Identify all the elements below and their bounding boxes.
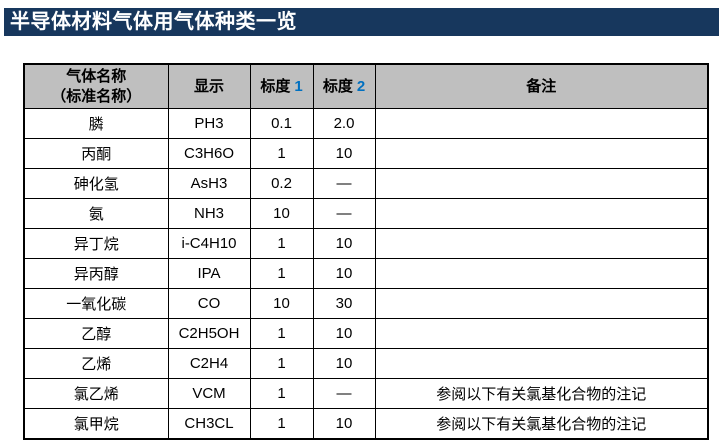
remark-cell — [374, 168, 709, 199]
title-bar: 半导体材料气体用气体种类一览 — [4, 8, 719, 36]
display-cell: C3H6O — [167, 138, 251, 169]
col-header-gas-name: 气体名称 （标准名称） — [23, 63, 169, 109]
display-cell: VCM — [167, 378, 251, 409]
table-row: 氯乙烯 VCM 1 — 参阅以下有关氯基化合物的注记 — [23, 378, 709, 409]
remark-cell — [374, 348, 709, 379]
display-cell: i-C4H10 — [167, 228, 251, 259]
display-cell: CO — [167, 288, 251, 319]
gas-name-cell: 膦 — [23, 108, 169, 139]
scale2-label: 标度 — [322, 77, 353, 95]
remark-cell — [374, 138, 709, 169]
display-cell: NH3 — [167, 198, 251, 229]
table-row: 氨 NH3 10 — — [23, 198, 709, 229]
col-header-scale1: 标度 1 — [249, 63, 314, 109]
remark-cell — [374, 258, 709, 289]
gas-name-cell: 乙醇 — [23, 318, 169, 349]
remark-cell — [374, 228, 709, 259]
scale1-label: 标度 — [260, 77, 291, 95]
gas-name-cell: 乙烯 — [23, 348, 169, 379]
scale2-cell: 10 — [312, 258, 376, 289]
scale2-number: 2 — [356, 77, 366, 95]
gas-name-cell: 氯乙烯 — [23, 378, 169, 409]
display-cell: C2H5OH — [167, 318, 251, 349]
gas-name-cell: 氨 — [23, 198, 169, 229]
remark-cell: 参阅以下有关氯基化合物的注记 — [374, 408, 709, 440]
header-row: 气体名称 （标准名称） 显示 标度 1 标度 2 备注 — [23, 63, 709, 109]
scale1-cell: 0.2 — [249, 168, 314, 199]
scale2-cell: 10 — [312, 228, 376, 259]
remark-cell — [374, 198, 709, 229]
gas-name-cell: 一氧化碳 — [23, 288, 169, 319]
col-header-scale2: 标度 2 — [312, 63, 376, 109]
table-row: 乙烯 C2H4 1 10 — [23, 348, 709, 379]
table-row: 异丁烷 i-C4H10 1 10 — [23, 228, 709, 259]
display-cell: AsH3 — [167, 168, 251, 199]
gas-name-cell: 砷化氢 — [23, 168, 169, 199]
scale1-cell: 1 — [249, 258, 314, 289]
scale1-number: 1 — [294, 77, 303, 95]
display-cell: C2H4 — [167, 348, 251, 379]
scale2-cell: 10 — [312, 408, 376, 440]
scale2-cell: 10 — [312, 318, 376, 349]
table-row: 砷化氢 AsH3 0.2 — — [23, 168, 709, 199]
scale1-cell: 1 — [249, 228, 314, 259]
table-row: 氯甲烷 CH3CL 1 10 参阅以下有关氯基化合物的注记 — [23, 408, 709, 440]
scale2-cell: 2.0 — [312, 108, 376, 139]
gas-name-cell: 丙酮 — [23, 138, 169, 169]
scale1-cell: 0.1 — [249, 108, 314, 139]
table-row: 乙醇 C2H5OH 1 10 — [23, 318, 709, 349]
scale2-cell: 10 — [312, 348, 376, 379]
col-header-display: 显示 — [167, 63, 251, 109]
scale1-cell: 1 — [249, 138, 314, 169]
scale1-cell: 1 — [249, 348, 314, 379]
gas-name-cell: 氯甲烷 — [23, 408, 169, 440]
scale2-cell: — — [312, 198, 376, 229]
gas-name-cell: 异丙醇 — [23, 258, 169, 289]
table-row: 丙酮 C3H6O 1 10 — [23, 138, 709, 169]
scale1-cell: 1 — [249, 318, 314, 349]
scale2-cell: — — [312, 168, 376, 199]
scale1-cell: 10 — [249, 288, 314, 319]
gas-name-header-line2: （标准名称） — [51, 87, 142, 105]
remark-cell — [374, 288, 709, 319]
display-cell: CH3CL — [167, 408, 251, 440]
scale1-cell: 10 — [249, 198, 314, 229]
scale2-cell: 10 — [312, 138, 376, 169]
gas-name-header-line1: 气体名称 — [66, 68, 127, 85]
page-title: 半导体材料气体用气体种类一览 — [10, 11, 297, 33]
table-row: 一氧化碳 CO 10 30 — [23, 288, 709, 319]
display-cell: IPA — [167, 258, 251, 289]
gas-type-table: 气体名称 （标准名称） 显示 标度 1 标度 2 备注 膦 PH3 0.1 2.0 … — [23, 63, 709, 440]
gas-name-cell: 异丁烷 — [23, 228, 169, 259]
scale2-cell: — — [312, 378, 376, 409]
scale2-cell: 30 — [312, 288, 376, 319]
table-row: 异丙醇 IPA 1 10 — [23, 258, 709, 289]
scale1-cell: 1 — [249, 378, 314, 409]
table-row: 膦 PH3 0.1 2.0 — [23, 108, 709, 139]
remark-cell — [374, 108, 709, 139]
scale1-cell: 1 — [249, 408, 314, 440]
col-header-remarks: 备注 — [374, 63, 709, 109]
remark-cell: 参阅以下有关氯基化合物的注记 — [374, 378, 709, 409]
remark-cell — [374, 318, 709, 349]
display-cell: PH3 — [167, 108, 251, 139]
table-body: 膦 PH3 0.1 2.0 丙酮 C3H6O 1 10 砷化氢 AsH3 0.2… — [23, 108, 709, 440]
